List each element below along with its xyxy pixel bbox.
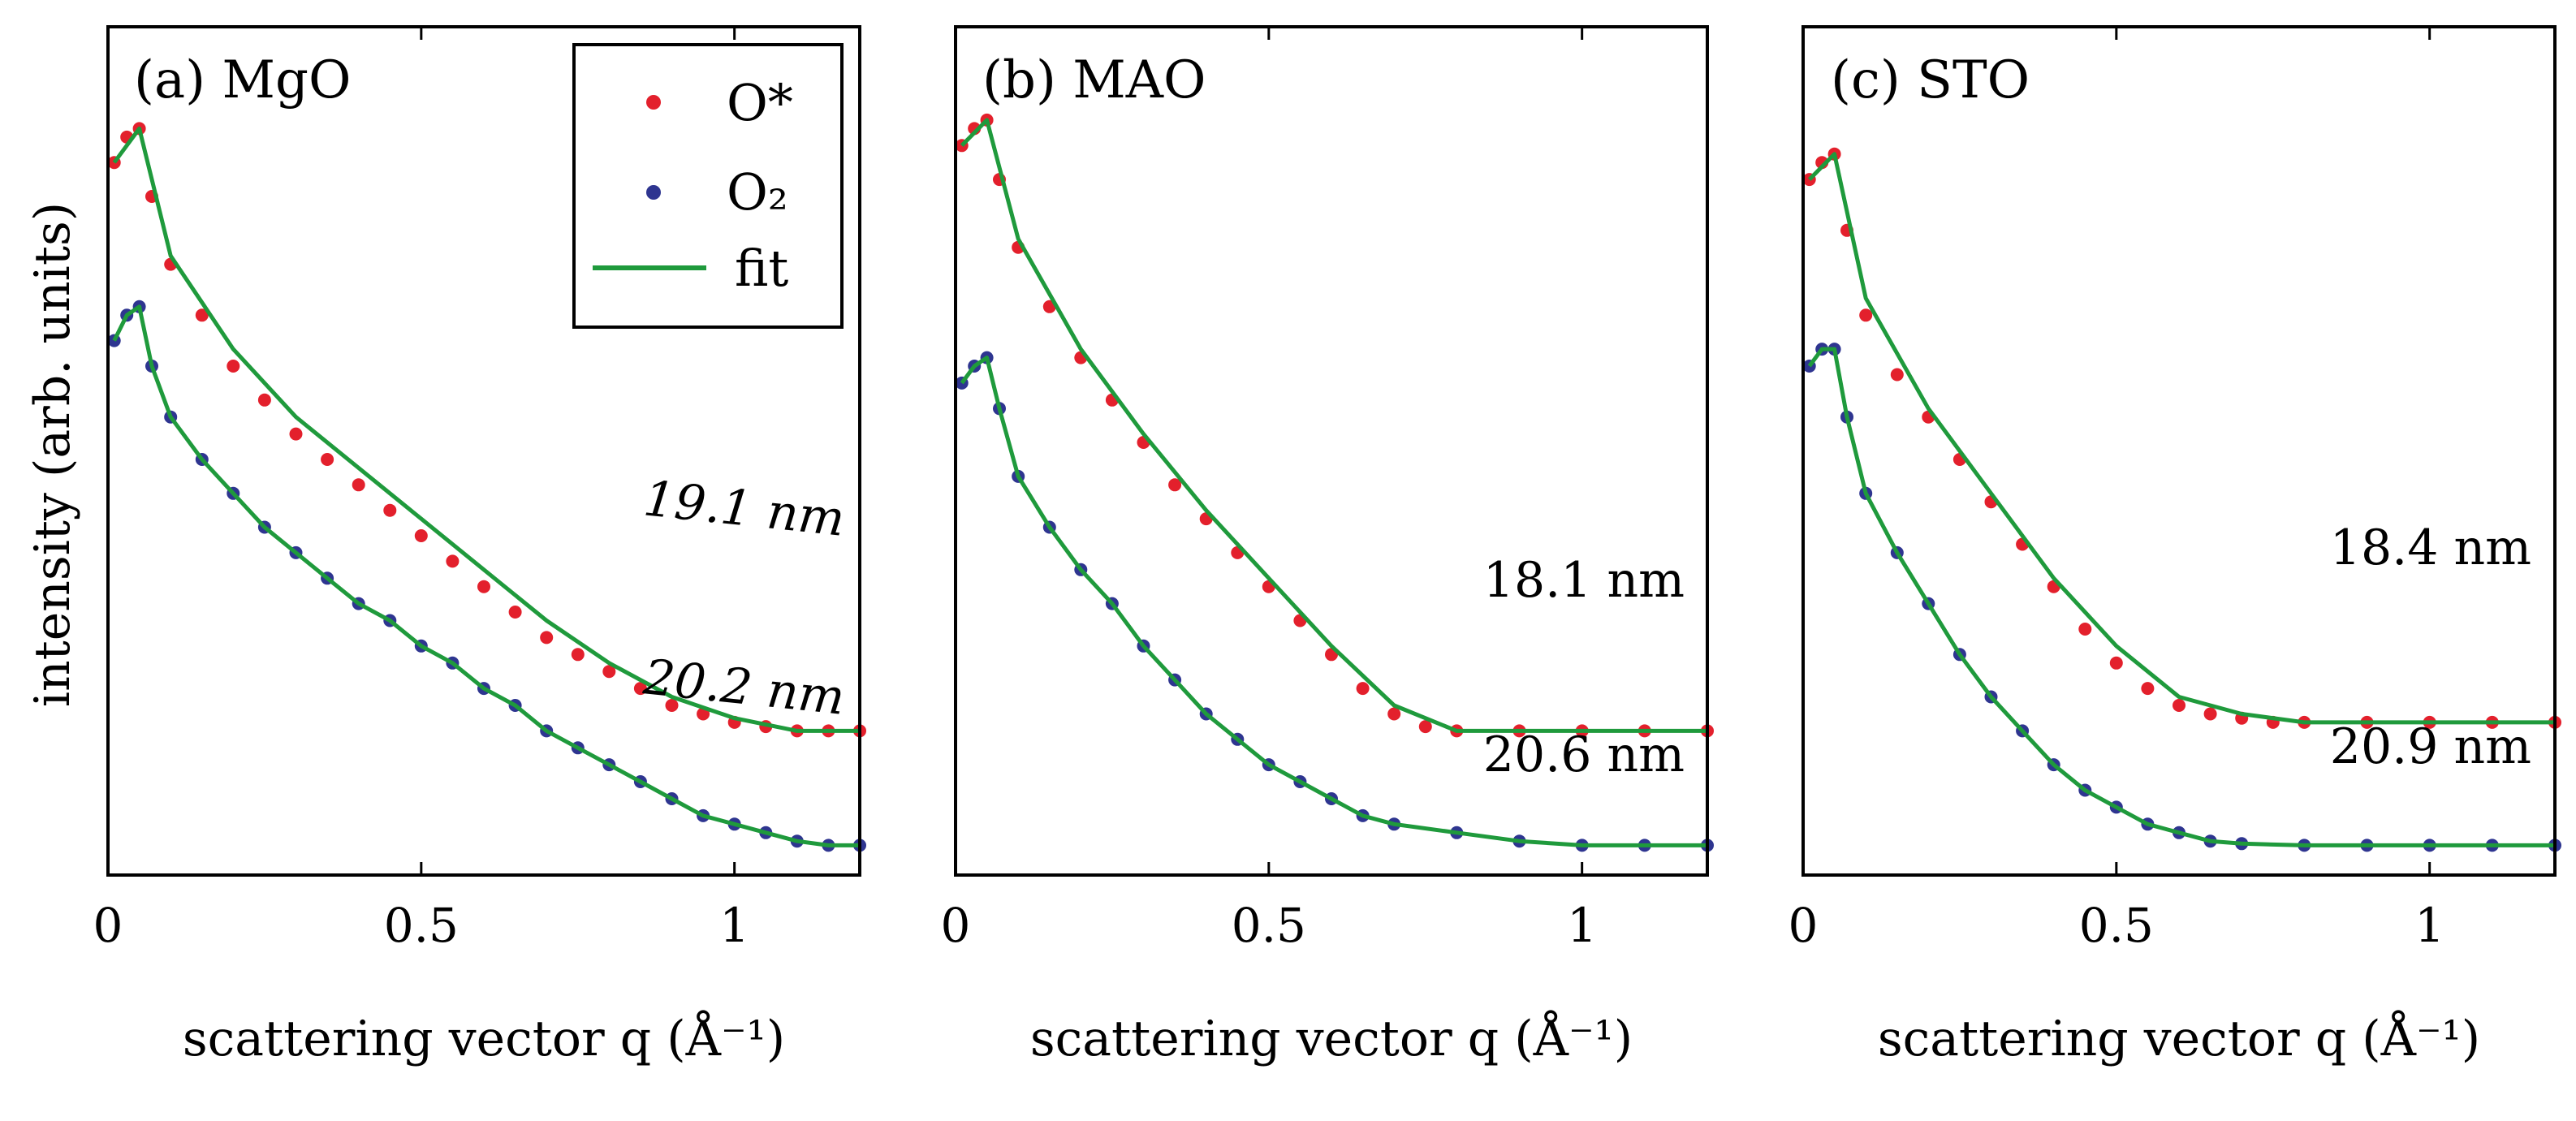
legend-ostar-label: O* (727, 73, 793, 132)
panel-a-fit-line (112, 126, 860, 733)
legend-o2-marker (646, 185, 661, 200)
panel-c-ostar-point (2173, 699, 2186, 712)
panel-c-fit-line (1807, 152, 2555, 725)
panel-b-x-ticks: 0 0.5 1 (941, 27, 1597, 953)
panel-a-annotation-o2: 20.2 nm (641, 649, 848, 726)
panel-a-x-axis-label: scattering vector q (Å⁻¹) (183, 1010, 785, 1067)
panel-a-x-tick-label: 0 (93, 898, 123, 953)
y-axis-label: intensity (arb. units) (24, 202, 81, 707)
panel-b-frame (954, 25, 1709, 877)
panel-a-ostar-point (540, 631, 554, 645)
panel-a-ostar-point (602, 665, 616, 679)
panel-c-x-ticks: 0 0.5 1 (1789, 27, 2444, 953)
panel-c-ostar-point (1859, 308, 1873, 322)
panel-b-ostar-point (1356, 682, 1370, 696)
panel-a-ostar-point (195, 308, 209, 322)
panel-b-title: (b) MAO (982, 50, 1206, 110)
panel-a-ostar-point (508, 606, 522, 619)
panel-a: (a) MgO 19.1 nm 20.2 nm 0 0.5 1 scattering… (93, 25, 866, 1067)
panel-b-ostar-point (1387, 707, 1401, 721)
panel-a-ostar-point (446, 554, 460, 568)
panel-c-ostar-point (1890, 368, 1904, 382)
panel-a-x-ticks: 0 0.5 1 (93, 27, 749, 953)
panel-c-ostar-point (2109, 656, 2123, 670)
panel-a-frame (106, 25, 861, 877)
panel-a-ostar-point (571, 648, 585, 662)
panel-c-annotation-ostar: 18.4 nm (2330, 520, 2531, 576)
legend-fit-label: fit (735, 239, 788, 298)
panel-a-ostar-point (257, 393, 271, 407)
panel-b-x-axis-label: scattering vector q (Å⁻¹) (1030, 1010, 1633, 1067)
panel-b-x-tick-label: 1 (1567, 898, 1597, 953)
legend-box (572, 43, 844, 329)
panel-a-ostar-point (633, 682, 647, 696)
panel-b-plot-area (955, 113, 1714, 852)
panel-b-ostar-point (1418, 720, 1432, 734)
panel-b: (b) MAO 18.1 nm 20.6 nm 0 0.5 1 scattering… (941, 25, 1714, 1067)
panel-b-ostar-point (1168, 478, 1182, 492)
panel-c-ostar-point (2203, 707, 2217, 721)
panel-c-x-tick-label: 0.5 (2079, 898, 2154, 953)
panel-a-x-tick-label: 1 (719, 898, 749, 953)
panel-a-ostar-point (227, 360, 240, 373)
panel-a-title: (a) MgO (134, 50, 351, 110)
panel-c-x-axis-label: scattering vector q (Å⁻¹) (1878, 1010, 2480, 1067)
panel-c-frame (1801, 25, 2557, 877)
panel-a-ostar-point (665, 699, 679, 712)
panel-b-fit-line-lower (960, 356, 1707, 847)
panel-c-plot-area (1802, 147, 2561, 852)
panel-a-ostar-point (414, 529, 428, 542)
panel-c-x-tick-label: 1 (2414, 898, 2444, 953)
panel-a-annotation-ostar: 19.1 nm (641, 470, 848, 548)
panel-a-ostar-point (321, 453, 334, 466)
panel-c-annotation-o2: 20.9 nm (2330, 718, 2531, 775)
panel-b-fit-line (960, 118, 1707, 733)
panel-a-ostar-point (352, 478, 365, 492)
panel-b-annotation-ostar: 18.1 nm (1483, 552, 1685, 609)
panel-a-plot-area (107, 122, 866, 852)
panel-a-ostar-point (383, 503, 397, 517)
panel-a-ostar-point (289, 427, 303, 441)
legend: O* O₂ fit (572, 43, 844, 329)
panel-c-fit-line-lower (1807, 347, 2555, 847)
panel-b-x-tick-label: 0.5 (1232, 898, 1306, 953)
panel-c-ostar-point (2078, 623, 2092, 636)
panel-a-ostar-point (477, 580, 490, 593)
panel-c-ostar-point (2141, 682, 2155, 696)
panel-c-title: (c) STO (1831, 50, 2030, 110)
panel-a-x-tick-label: 0.5 (384, 898, 459, 953)
panel-b-x-tick-label: 0 (941, 898, 971, 953)
panel-a-fit-line-lower (112, 304, 860, 847)
legend-ostar-marker (646, 95, 661, 110)
panel-c: (c) STO 18.4 nm 20.9 nm 0 0.5 1 scattering… (1789, 25, 2561, 1067)
legend-o2-label: O₂ (727, 162, 788, 222)
panel-b-annotation-o2: 20.6 nm (1483, 726, 1685, 783)
panel-c-x-tick-label: 0 (1789, 898, 1819, 953)
